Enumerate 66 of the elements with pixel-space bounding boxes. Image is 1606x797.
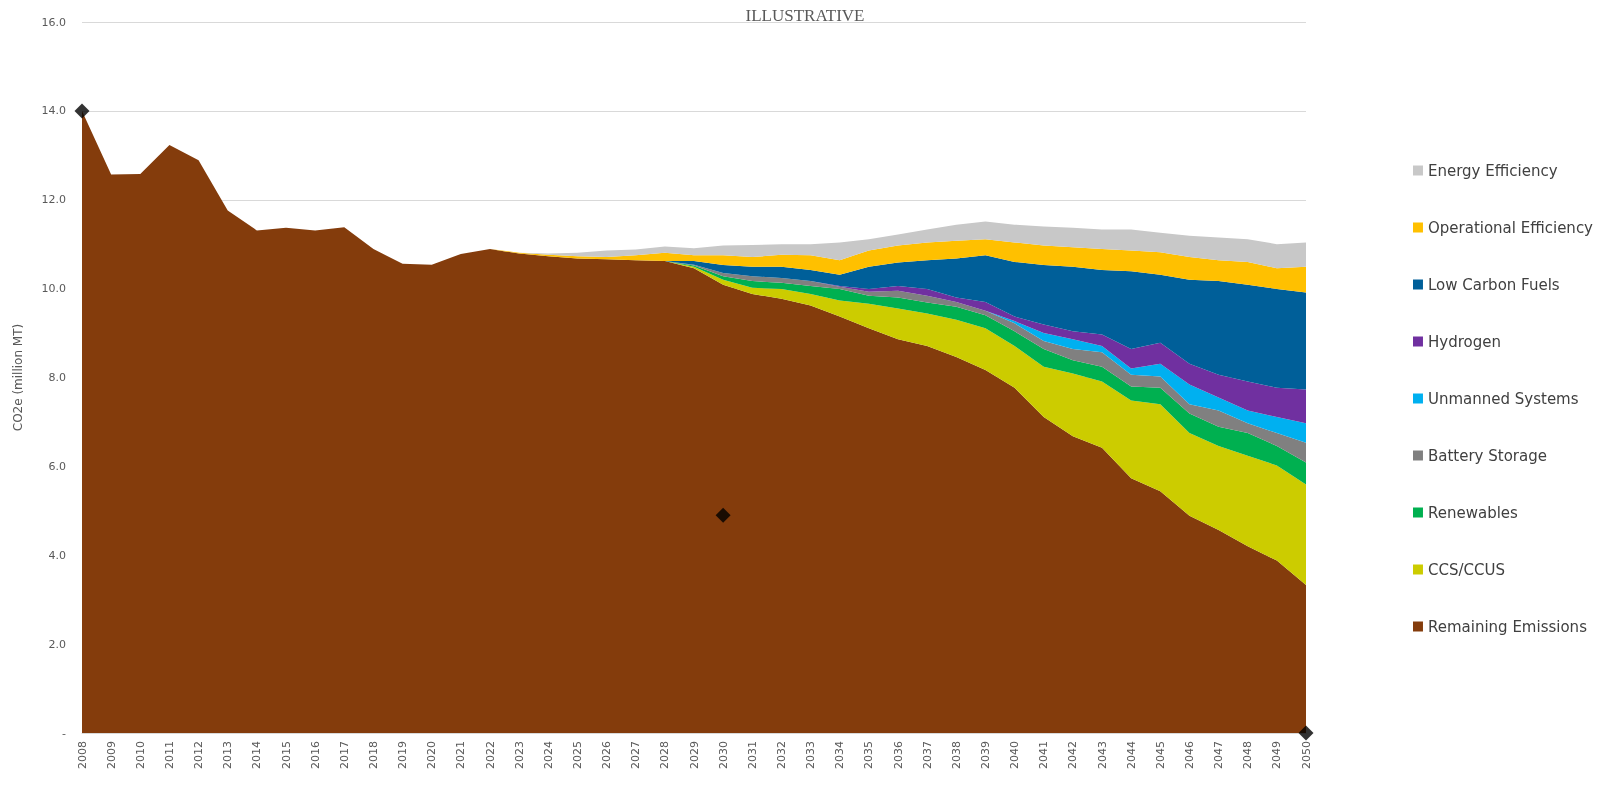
legend-label: Energy Efficiency xyxy=(1427,161,1558,180)
legend-label: Renewables xyxy=(1427,503,1519,522)
x-tick-label: 2030 xyxy=(716,741,730,769)
x-tick-label: 2048 xyxy=(1241,741,1255,769)
x-tick-label: 2017 xyxy=(337,741,351,769)
x-tick-label: 2013 xyxy=(221,741,235,769)
x-tick-label: 2046 xyxy=(1182,741,1196,769)
x-tick-label: 2049 xyxy=(1270,741,1284,769)
y-tick-label: 16.0 xyxy=(41,15,66,29)
y-tick-label: 6.0 xyxy=(48,459,66,473)
x-tick-label: 2040 xyxy=(1008,741,1022,769)
legend-label: CCS/CCUS xyxy=(1427,560,1505,579)
y-tick-label: 4.0 xyxy=(48,548,66,562)
x-tick-label: 2019 xyxy=(396,741,410,769)
legend-label: Battery Storage xyxy=(1427,446,1547,465)
x-tick-label: 2038 xyxy=(949,741,963,769)
x-tick-label: 2024 xyxy=(541,741,555,769)
x-tick-label: 2015 xyxy=(279,741,293,769)
legend-label: Low Carbon Fuels xyxy=(1427,275,1560,294)
x-tick-label: 2047 xyxy=(1212,741,1226,769)
y-axis-title: CO2e (million MT) xyxy=(11,323,25,432)
point xyxy=(1298,725,1314,741)
x-tick-label: 2043 xyxy=(1095,741,1109,769)
x-tick-label: 2021 xyxy=(454,741,468,769)
x-tick-label: 2034 xyxy=(833,741,847,769)
point xyxy=(74,103,90,119)
x-tick-label: 2014 xyxy=(250,741,264,769)
x-tick-label: 2016 xyxy=(308,741,322,769)
x-tick-label: 2029 xyxy=(687,741,701,769)
x-tick-label: 2018 xyxy=(366,741,380,769)
x-tick-label: 2009 xyxy=(104,741,118,769)
x-tick-label: 2011 xyxy=(162,741,176,769)
y-tick-label: 2.0 xyxy=(48,637,66,651)
x-tick-label: 2028 xyxy=(658,741,672,769)
legend-label: Hydrogen xyxy=(1427,332,1501,351)
y-tick-label: - xyxy=(62,726,67,740)
x-tick-label: 2050 xyxy=(1299,741,1313,769)
x-tick-label: 2010 xyxy=(133,741,147,769)
x-tick-label: 2027 xyxy=(629,741,643,769)
x-tick-label: 2025 xyxy=(570,741,584,769)
x-tick-label: 2008 xyxy=(75,741,89,769)
x-tick-label: 2042 xyxy=(1066,741,1080,769)
x-tick-label: 2012 xyxy=(192,741,206,769)
legend-label: Unmanned Systems xyxy=(1427,389,1579,408)
x-tick-label: 2032 xyxy=(774,741,788,769)
x-tick-label: 2031 xyxy=(745,741,759,769)
x-tick-label: 2037 xyxy=(920,741,934,769)
x-tick-label: 2033 xyxy=(804,741,818,769)
x-tick-label: 2045 xyxy=(1153,741,1167,769)
x-tick-label: 2035 xyxy=(862,741,876,769)
x-tick-label: 2044 xyxy=(1124,741,1138,769)
x-tick-label: 2022 xyxy=(483,741,497,769)
point xyxy=(715,507,731,523)
y-tick-label: 8.0 xyxy=(48,371,66,384)
x-tick-label: 2036 xyxy=(891,741,905,769)
chart-title: ILLUSTRATIVE xyxy=(745,6,865,25)
x-tick-label: 2023 xyxy=(512,741,526,769)
y-tick-label: 12.0 xyxy=(41,193,66,207)
legend-label: Remaining Emissions xyxy=(1427,617,1588,636)
y-tick-label: 10.0 xyxy=(41,282,66,296)
x-tick-label: 2020 xyxy=(425,741,439,769)
legend-label: Operational Efficiency xyxy=(1427,218,1594,237)
x-tick-label: 2041 xyxy=(1037,741,1051,769)
y-tick-label: 14.0 xyxy=(41,104,66,118)
x-tick-label: 2039 xyxy=(978,741,992,769)
x-tick-label: 2026 xyxy=(600,741,614,769)
